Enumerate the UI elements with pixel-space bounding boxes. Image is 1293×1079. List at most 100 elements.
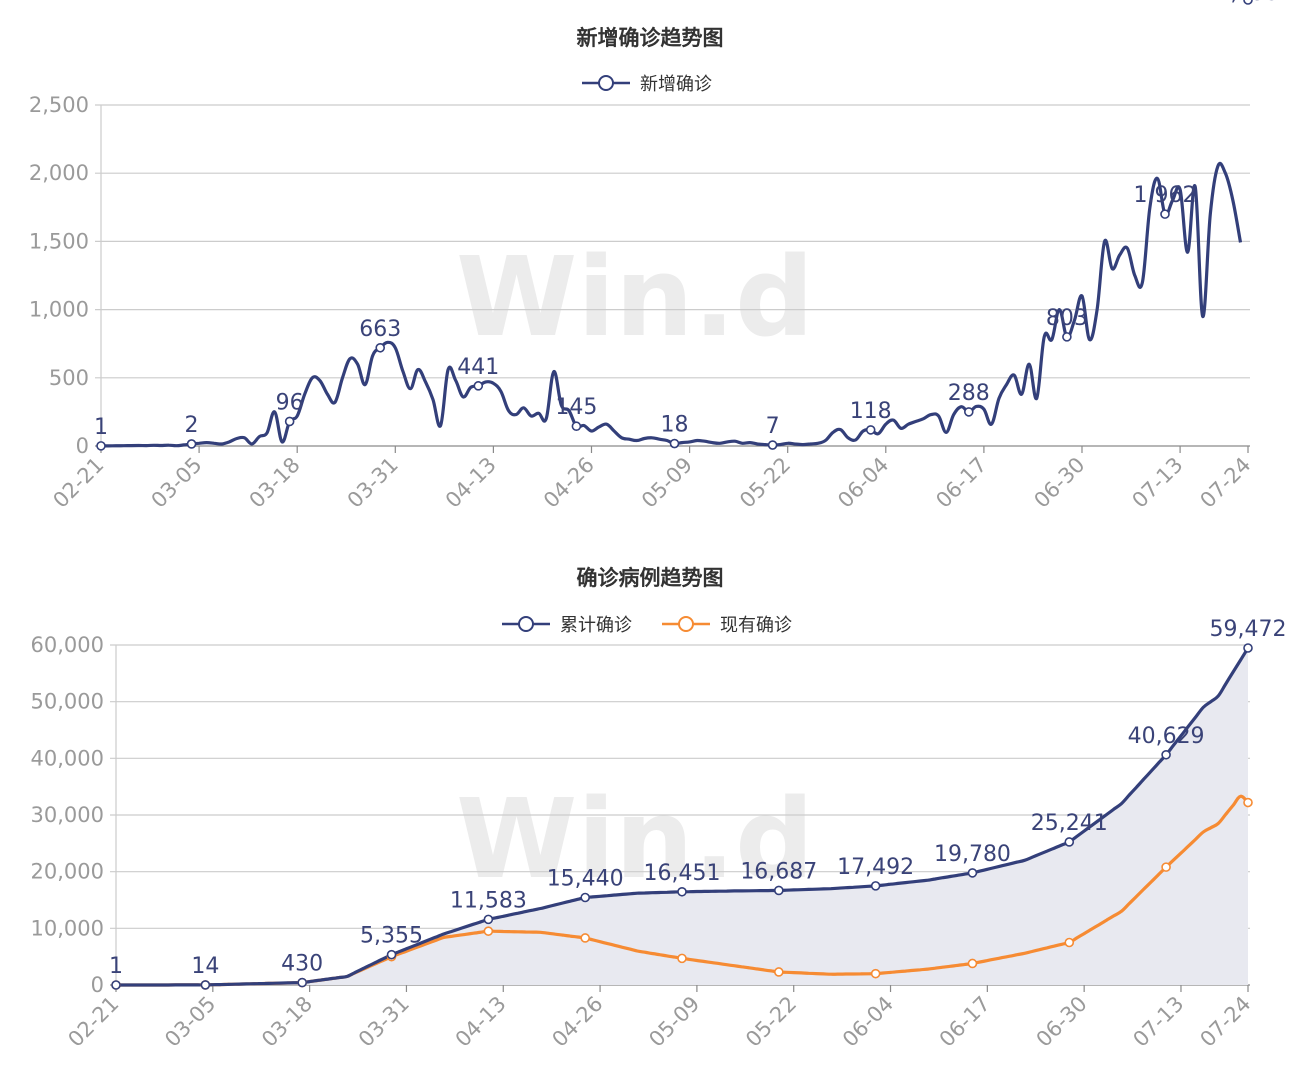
- data-label: 11,583: [450, 888, 527, 913]
- x-tick-label: 06-17: [931, 453, 991, 513]
- data-point-current: [483, 926, 494, 936]
- data-label: 441: [457, 355, 499, 380]
- x-tick-label: 06-04: [833, 453, 893, 513]
- x-tick-label: 05-22: [735, 453, 795, 513]
- watermark: Win.d: [456, 775, 814, 903]
- data-point-current: [1064, 937, 1075, 948]
- chart2-x-axis: 02-21 03-05 03-18 03-31 04-13 04-26 05-09 05-22…: [63, 985, 1256, 1052]
- chart2-legend-label-cumulative: 累计确诊: [560, 615, 632, 636]
- data-point-cumulative: [1064, 837, 1075, 847]
- x-tick-label: 04-26: [547, 992, 607, 1052]
- cumulative-cases-chart: Win.d 确诊病例趋势图 累计确诊 现有确诊 0 10,000 20,000 30,…: [31, 566, 1287, 1052]
- chart1-grid: [95, 104, 1250, 447]
- data-point-cumulative: [870, 881, 881, 891]
- data-label: 25,241: [1031, 811, 1108, 836]
- x-tick-label: 02-21: [48, 453, 108, 513]
- chart2-data-labels: 1 14 430 5,355 11,583 15,440 16,451 16,687 17,49…: [109, 617, 1286, 979]
- y-tick-label: 0: [91, 973, 104, 997]
- data-point: [375, 342, 386, 353]
- data-label: 16,687: [740, 859, 817, 884]
- x-tick-label: 04-13: [451, 992, 511, 1052]
- chart1-legend[interactable]: 新增确诊: [582, 74, 712, 95]
- y-tick-label: 40,000: [31, 746, 104, 770]
- data-label: 288: [948, 381, 990, 406]
- y-tick-label: 2,000: [29, 161, 89, 185]
- data-label: 430: [281, 952, 323, 977]
- chart1-x-axis: 02-21 03-05 03-18 03-31 04-13 04-26 05-09 05-22…: [48, 446, 1256, 513]
- y-tick-label: 500: [49, 366, 89, 390]
- data-label: 1: [109, 954, 123, 979]
- data-point: [767, 440, 778, 450]
- x-tick-label: 03-18: [245, 453, 305, 513]
- chart2-y-axis: 0 10,000 20,000 30,000 40,000 50,000 60,000: [31, 633, 104, 997]
- chart2-legend[interactable]: 累计确诊 现有确诊: [502, 615, 792, 636]
- data-label: 145: [555, 395, 597, 420]
- data-point-current: [967, 958, 978, 969]
- data-label: 19,780: [934, 842, 1011, 867]
- data-point-current: [774, 967, 784, 977]
- data-label: 16,451: [644, 861, 721, 886]
- data-point-cumulative: [483, 914, 494, 925]
- x-tick-label: 06-04: [838, 992, 898, 1052]
- x-tick-label: 03-05: [147, 453, 207, 513]
- data-point: [865, 425, 876, 435]
- data-label: 663: [359, 317, 401, 342]
- data-label: 40,629: [1128, 724, 1205, 749]
- x-tick-label: 06-17: [935, 992, 995, 1052]
- data-label: 1,962: [1134, 183, 1197, 208]
- y-tick-label: 60,000: [31, 633, 104, 657]
- chart1-y-axis: 0 500 1,000 1,500 2,000 2,500: [29, 93, 89, 458]
- area-fill-cumulative: [116, 648, 1248, 985]
- x-tick-label: 03-31: [354, 992, 414, 1052]
- data-label: 7: [766, 414, 780, 439]
- data-label: 1: [94, 415, 108, 440]
- new-cases-chart: Win.d 新增确诊趋势图 新增确诊 0 500 1,000 1,500 2,000 2,…: [29, 0, 1279, 513]
- chart1-data-labels: 1 2 96 663 441 145 18 7 118 288 803 1,962 1,493: [94, 0, 1279, 440]
- x-tick-label: 05-09: [644, 992, 704, 1052]
- data-label: 59,472: [1210, 617, 1287, 642]
- chart1-legend-label: 新增确诊: [640, 74, 712, 95]
- y-tick-label: 10,000: [31, 916, 104, 940]
- data-point-cumulative: [200, 980, 211, 990]
- data-point-current: [870, 968, 881, 979]
- data-label: 5,355: [360, 924, 423, 949]
- chart2-legend-label-current: 现有确诊: [720, 615, 792, 636]
- data-point-cumulative: [386, 949, 397, 960]
- data-label: 96: [276, 390, 304, 415]
- x-tick-label: 05-09: [637, 453, 697, 513]
- x-tick-label: 07-13: [1127, 453, 1187, 513]
- x-tick-label: 03-05: [160, 992, 220, 1052]
- x-tick-label: 04-13: [441, 453, 501, 513]
- data-point: [1062, 332, 1072, 342]
- data-point-cumulative: [774, 885, 784, 896]
- data-point: [96, 441, 106, 451]
- data-point-cumulative: [1161, 749, 1171, 760]
- data-point-current: [1161, 862, 1171, 872]
- data-point: [963, 407, 974, 417]
- x-tick-label: 02-21: [63, 992, 123, 1052]
- y-tick-label: 2,500: [29, 93, 89, 117]
- x-tick-label: 04-26: [539, 453, 599, 513]
- y-tick-label: 0: [76, 434, 89, 458]
- y-tick-label: 50,000: [31, 690, 104, 714]
- data-label: 14: [191, 954, 219, 979]
- data-point: [284, 416, 295, 427]
- data-point-current: [1243, 797, 1253, 808]
- chart2-legend-marker-cumulative: [518, 616, 534, 632]
- data-point-cumulative: [297, 977, 307, 988]
- data-label: 803: [1046, 306, 1088, 331]
- data-point-cumulative: [111, 980, 121, 990]
- y-tick-label: 20,000: [31, 860, 104, 884]
- data-label: 17,492: [837, 855, 914, 880]
- data-label: 18: [661, 413, 689, 438]
- data-label: 15,440: [547, 867, 624, 892]
- chart2-title: 确诊病例趋势图: [577, 566, 724, 590]
- x-tick-label: 03-18: [257, 992, 317, 1052]
- data-label: 2: [185, 413, 199, 438]
- data-point-current: [580, 933, 590, 943]
- data-point: [669, 438, 680, 449]
- chart1-title: 新增确诊趋势图: [577, 26, 724, 50]
- x-tick-label: 07-13: [1128, 992, 1188, 1052]
- chart2-area: [116, 648, 1248, 985]
- data-point: [473, 381, 484, 391]
